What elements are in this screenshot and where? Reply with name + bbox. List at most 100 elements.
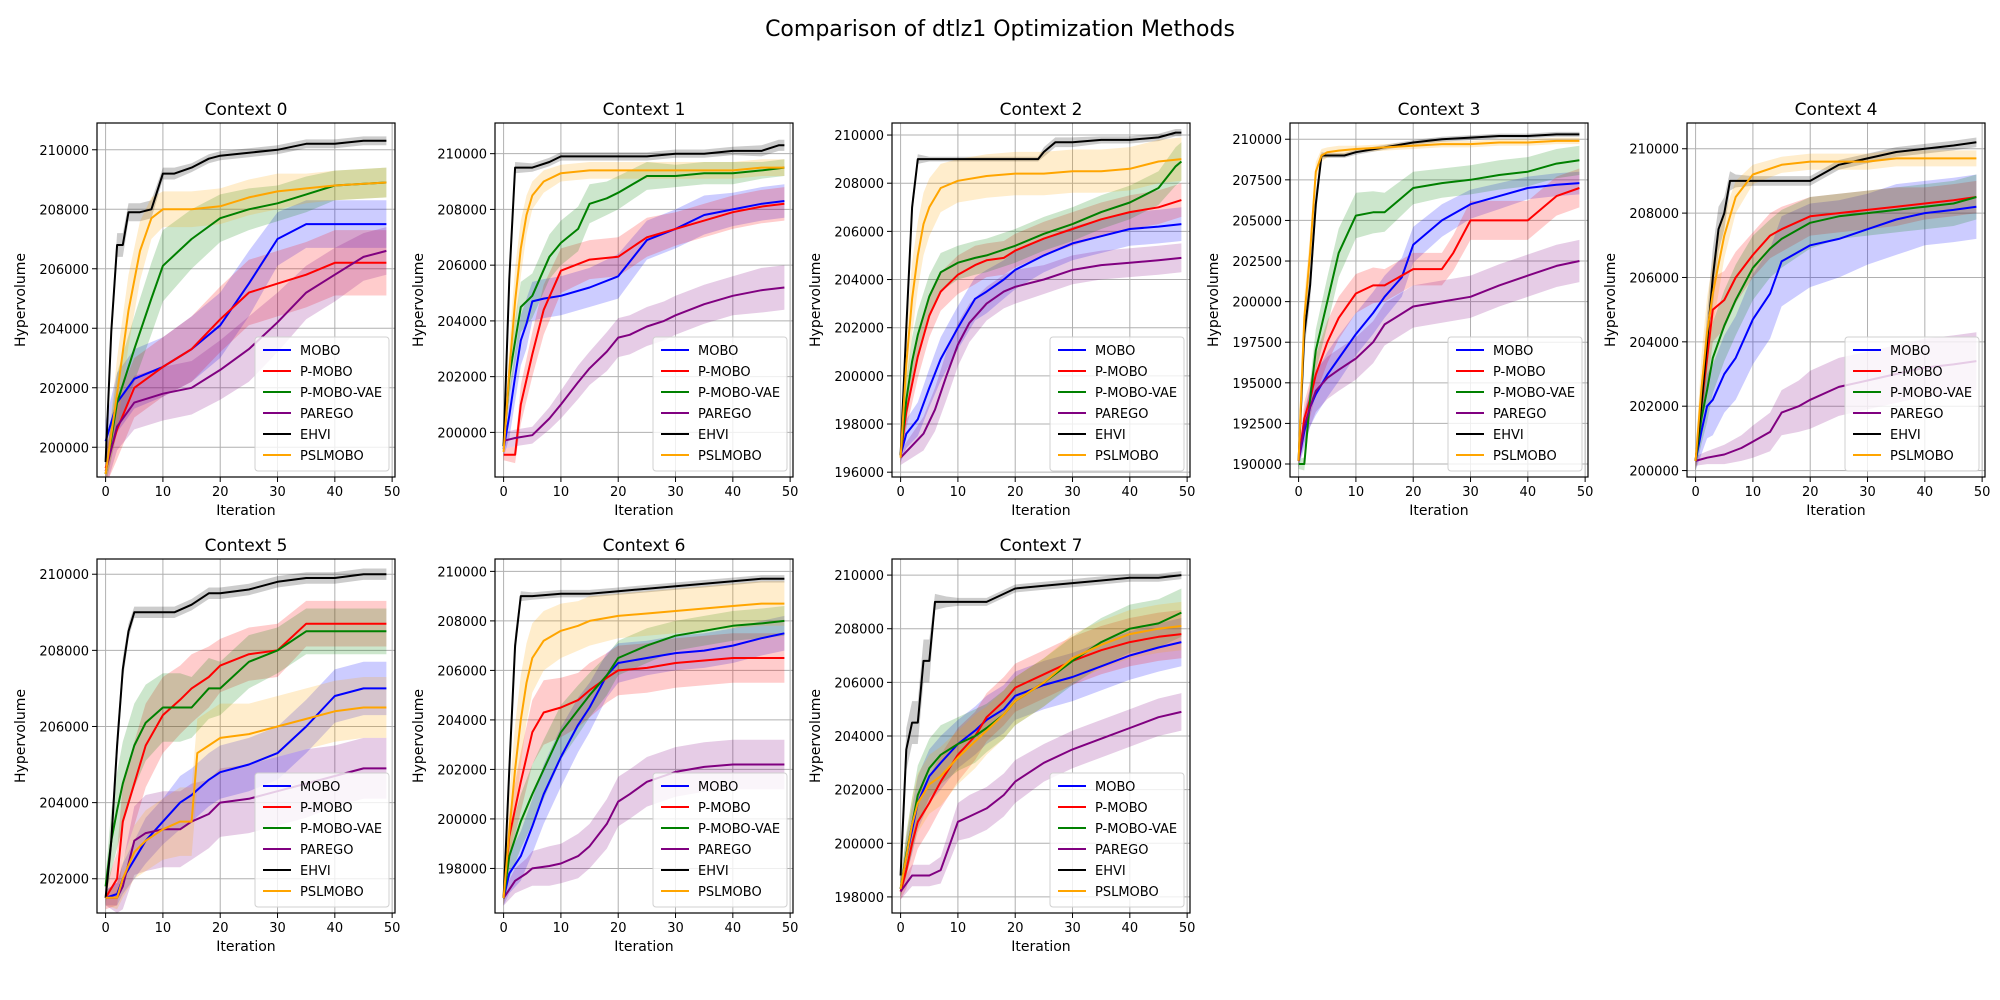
legend: MOBO P-MOBO P-MOBO-VAE PAREGO EHVI PSLMOBO xyxy=(1049,772,1185,908)
legend-label: P-MOBO-VAE xyxy=(1890,386,1972,401)
legend-label: P-MOBO-VAE xyxy=(698,822,780,837)
series-line-pslmobo xyxy=(105,706,387,899)
x-tick-label: 10 xyxy=(155,921,172,936)
y-tick-label: 204000 xyxy=(834,730,884,745)
axes-frame xyxy=(1686,122,1986,478)
legend-label: P-MOBO-VAE xyxy=(698,386,780,401)
series-line-mobo xyxy=(502,632,785,899)
subplot-context-6: Context 6 0 10 20 30 40 50 198000 200000 202000 20… xyxy=(411,536,798,955)
series-band-parego xyxy=(1298,239,1580,468)
series-band-p-mobo xyxy=(900,183,1182,463)
legend-label: P-MOBO xyxy=(1095,801,1148,816)
subplot-title: Context 7 xyxy=(1000,536,1083,556)
x-tick-label: 40 xyxy=(1122,921,1139,936)
series-band-p-mobo xyxy=(1298,168,1580,468)
y-tick-label: 206000 xyxy=(1629,271,1679,286)
legend-label: PAREGO xyxy=(1095,407,1148,422)
tick-labels: 0 10 20 30 40 50 198000 200000 202000 204000 20600… xyxy=(437,565,798,936)
legend-label: PSLMOBO xyxy=(698,449,762,464)
axes-frame xyxy=(891,122,1191,478)
series-line-ehvi xyxy=(104,139,387,463)
series-line-mobo xyxy=(899,223,1182,456)
series-line-mobo xyxy=(1694,205,1977,462)
axes-frame xyxy=(891,558,1191,914)
y-tick-label: 198000 xyxy=(437,862,487,877)
subplot-grid: Context 00 10 20 30 40 5020000020200020400020… xyxy=(13,100,1990,955)
series-band-parego xyxy=(900,243,1182,465)
y-tick-label: 208000 xyxy=(39,644,89,659)
x-tick-label: 40 xyxy=(1520,485,1537,500)
subplot-context-3: Context 3 0 10 20 30 40 50 190000 192500 195000 19… xyxy=(1206,100,1593,519)
legend-label: P-MOBO xyxy=(1493,365,1546,380)
series-line-p-mobo-vae xyxy=(502,166,785,447)
y-tick-label: 206000 xyxy=(437,259,487,274)
x-tick-label: 30 xyxy=(667,921,684,936)
x-tick-label: 0 xyxy=(499,921,507,936)
x-tick-label: 10 xyxy=(950,485,967,500)
series-line-pslmobo xyxy=(502,602,785,899)
series-line-p-mobo-vae xyxy=(104,630,387,887)
legend-label: PAREGO xyxy=(300,407,353,422)
series-line-ehvi xyxy=(1297,133,1580,461)
series-line-ehvi xyxy=(1694,141,1977,462)
y-tick-label: 195000 xyxy=(1232,377,1282,392)
series-band-pslmobo xyxy=(503,159,785,458)
series-band-p-mobo xyxy=(105,230,387,477)
y-tick-label: 202000 xyxy=(1629,400,1679,415)
x-tick-label: 20 xyxy=(1802,485,1819,500)
x-axis-label: Iteration xyxy=(1409,503,1468,519)
y-tick-label: 192500 xyxy=(1232,417,1282,432)
y-tick-label: 208000 xyxy=(834,623,884,638)
subplot-title: Context 5 xyxy=(205,536,288,556)
axes-frame xyxy=(96,122,396,478)
legend-label: P-MOBO xyxy=(698,801,751,816)
y-tick-label: 200000 xyxy=(1232,296,1282,311)
y-axis-label: Hypervolume xyxy=(13,689,29,783)
y-tick-label: 206000 xyxy=(834,225,884,240)
x-tick-label: 20 xyxy=(610,921,627,936)
y-tick-label: 198000 xyxy=(834,891,884,906)
series-line-ehvi xyxy=(899,574,1182,876)
series-band-pslmobo xyxy=(900,137,1182,465)
x-tick-label: 10 xyxy=(553,921,570,936)
series-layer xyxy=(899,129,1183,465)
subplot-context-1: Context 1 0 10 20 30 40 50 200000 202000 204000 20… xyxy=(411,100,798,519)
legend-label: PSLMOBO xyxy=(1095,885,1159,900)
series-layer xyxy=(104,136,387,477)
series-line-mobo xyxy=(105,687,387,899)
x-tick-label: 0 xyxy=(101,921,109,936)
y-tick-label: 210000 xyxy=(437,565,487,580)
x-axis-label: Iteration xyxy=(216,939,275,955)
series-line-pslmobo xyxy=(502,166,785,452)
tick-labels: 0 10 20 30 40 50 200000 202000 204000 206000 20800… xyxy=(1629,143,1990,500)
series-band-parego xyxy=(503,265,785,450)
x-tick-label: 20 xyxy=(1405,485,1422,500)
y-tick-label: 204000 xyxy=(1629,336,1679,351)
tick-labels: 0 10 20 30 40 50 200000 202000 204000 206000 20800… xyxy=(437,148,798,500)
y-tick-label: 206000 xyxy=(834,676,884,691)
series-line-p-mobo-vae xyxy=(899,611,1182,890)
x-tick-label: 20 xyxy=(212,485,229,500)
series-band-pslmobo xyxy=(105,677,387,910)
y-tick-label: 206000 xyxy=(39,263,89,278)
legend-label: MOBO xyxy=(300,780,340,795)
figure-title: Comparison of dtlz1 Optimization Methods xyxy=(765,17,1235,42)
y-tick-label: 204000 xyxy=(834,274,884,289)
legend-label: P-MOBO xyxy=(1095,365,1148,380)
subplot-context-5: Context 5 0 10 20 30 40 50 202000 204000 206000 20… xyxy=(13,536,400,955)
axes-frame xyxy=(494,122,794,478)
legend-label: PSLMOBO xyxy=(698,885,762,900)
x-axis-label: Iteration xyxy=(1806,503,1865,519)
series-line-parego xyxy=(104,249,387,472)
legend-label: P-MOBO-VAE xyxy=(300,822,382,837)
y-tick-label: 210000 xyxy=(1629,143,1679,158)
x-tick-label: 30 xyxy=(1064,485,1081,500)
y-tick-label: 208000 xyxy=(834,177,884,192)
y-axis-label: Hypervolume xyxy=(808,253,824,347)
legend: MOBO P-MOBO P-MOBO-VAE PAREGO EHVI PSLMOBO xyxy=(1049,336,1185,472)
y-axis-label: Hypervolume xyxy=(808,689,824,783)
x-tick-label: 50 xyxy=(782,921,799,936)
series-band-mobo xyxy=(1298,171,1580,468)
x-tick-label: 50 xyxy=(1577,485,1594,500)
subplot-context-0: Context 0 0 10 20 30 40 50 200000 202000 204000 20… xyxy=(13,100,400,519)
